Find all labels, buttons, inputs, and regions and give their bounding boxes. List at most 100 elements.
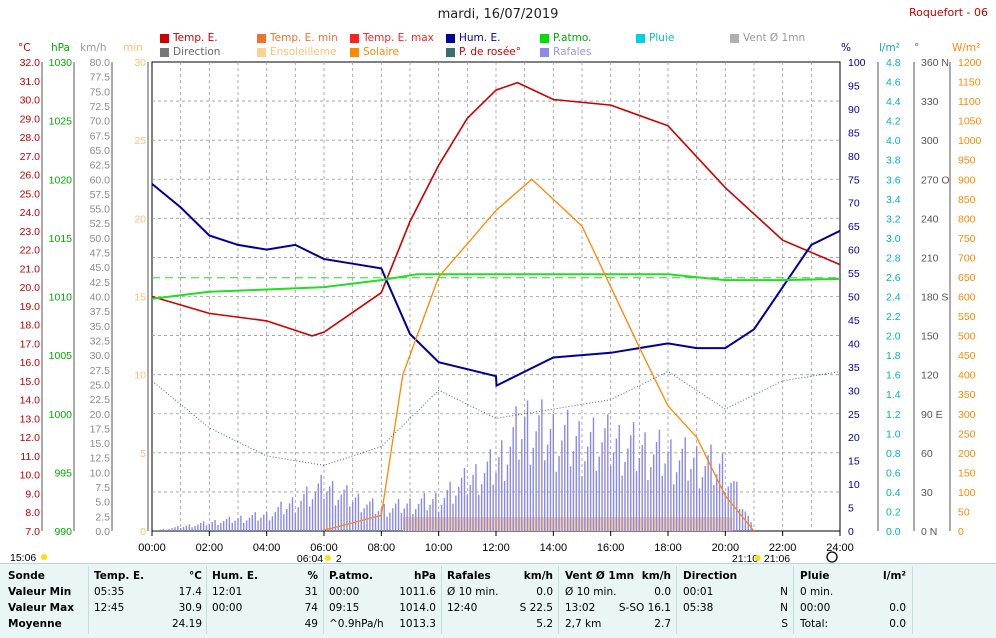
axis-tick-rain: 0.4 [886, 487, 901, 499]
axis-tick-hum: 85 [848, 127, 860, 139]
unit-press: hPa [51, 42, 70, 54]
axis-tick-hum: 55 [848, 268, 860, 280]
axis-tick-time: 02:00 [196, 542, 224, 554]
axis-tick-sun: 20 [134, 213, 146, 225]
axis-tick-wind: 27.5 [90, 365, 111, 377]
axis-tick-solar: 0 [958, 526, 964, 538]
axis-tick-wind: 50.0 [90, 233, 111, 245]
axis-tick-time: 06:00 [310, 542, 338, 554]
axis-tick-solar: 650 [958, 272, 976, 284]
legend-swatch [540, 33, 549, 43]
legend-patmo: P.atmo. [540, 32, 591, 44]
legend-swatch [257, 47, 266, 57]
axis-tick-solar: 800 [958, 213, 976, 225]
axis-tick-temp: 9.0 [25, 488, 40, 500]
sunrise-suffix: 2 [336, 553, 342, 563]
axis-tick-wind: 62.5 [90, 160, 111, 172]
axis-tick-temp: 8.0 [25, 507, 40, 519]
axis-tick-rain: 2.2 [886, 311, 901, 323]
axis-tick-sun: 25 [134, 135, 146, 147]
col-vent: Vent Ø 1mn km/h Ø 10 min. 0.0 13:02 S-SO 16… [565, 570, 671, 630]
series-solaire [323, 178, 755, 532]
axis-tick-dir: 300 [921, 135, 939, 147]
axis-tick-wind: 0.0 [95, 526, 110, 538]
divider [558, 566, 559, 634]
axis-tick-dir: 210 [921, 252, 939, 264]
axis-tick-temp: 22.0 [20, 245, 41, 257]
col-rafales: Rafales km/h Ø 10 min. 0.0 12:40 S 22.5 5.2 [447, 570, 553, 630]
axis-tick-rain: 0.2 [886, 506, 901, 518]
axis-tick-time: 08:00 [368, 542, 396, 554]
legend-swatch [160, 33, 169, 43]
axis-tick-rain: 4.2 [886, 116, 901, 128]
axis-tick-solar: 550 [958, 311, 976, 323]
axis-tick-rain: 1.8 [886, 350, 901, 362]
legend-temp-max: Temp. E. max [350, 32, 434, 44]
axis-tick-wind: 67.5 [90, 130, 111, 142]
axis-tick-rain: 0.6 [886, 467, 901, 479]
axis-tick-press: 1020 [49, 174, 73, 186]
axis-tick-temp: 25.0 [20, 188, 41, 200]
axis-tick-time: 22:00 [769, 542, 797, 554]
axis-tick-hum: 30 [848, 385, 860, 397]
col-temp: Temp. E. °C 05:35 17.4 12:45 30.9 24.19 [94, 570, 202, 630]
legend-temp-min: Temp. E. min [257, 32, 338, 44]
axis-tick-rain: 2.0 [886, 331, 901, 343]
axis-tick-wind: 10.0 [90, 467, 111, 479]
axis-tick-rain: 1.4 [886, 389, 901, 401]
divider [793, 566, 794, 634]
axis-tick-hum: 90 [848, 104, 860, 116]
axis-tick-solar: 200 [958, 448, 976, 460]
axis-tick-dir: 60 [921, 448, 933, 460]
axis-tick-solar: 1000 [958, 135, 982, 147]
axis-tick-dir: 240 [921, 213, 939, 225]
axis-tick-time: 18:00 [654, 542, 682, 554]
axis-tick-dir: 120 [921, 370, 939, 382]
axis-tick-rain: 1.6 [886, 370, 901, 382]
axis-tick-wind: 65.0 [90, 145, 111, 157]
axis-tick-solar: 900 [958, 174, 976, 186]
axis-tick-solar: 100 [958, 487, 976, 499]
col-sonde: Sonde Valeur Min Valeur Max Moyenne [8, 570, 74, 630]
axis-tick-hum: 5 [848, 503, 854, 515]
axis-tick-temp: 10.0 [20, 470, 41, 482]
axis-tick-dir: 90 E [921, 409, 943, 421]
unit-hum: % [841, 42, 851, 54]
axis-tick-hum: 10 [848, 479, 860, 491]
axis-tick-rain: 3.2 [886, 213, 901, 225]
axis-tick-temp: 16.0 [20, 357, 41, 369]
axis-tick-temp: 14.0 [20, 395, 41, 407]
axis-tick-wind: 72.5 [90, 101, 111, 113]
axis-tick-hum: 15 [848, 456, 860, 468]
axis-tick-temp: 29.0 [20, 113, 41, 125]
axis-tick-rain: 2.4 [886, 292, 901, 304]
axis-tick-wind: 37.5 [90, 306, 111, 318]
axis-tick-hum: 60 [848, 245, 860, 257]
axis-tick-time: 12:00 [482, 542, 510, 554]
axis-tick-solar: 450 [958, 350, 976, 362]
col-hum: Hum. E.% 12:01 31 00:00 74 49 [212, 570, 318, 630]
axis-tick-wind: 32.5 [90, 335, 111, 347]
axis-tick-temp: 7.0 [25, 526, 40, 538]
legend-swatch [350, 33, 359, 43]
axis-tick-hum: 80 [848, 151, 860, 163]
legend-swatch [636, 33, 645, 43]
axis-tick-sun: 10 [134, 370, 146, 382]
sunrise-label: 06:04 [297, 553, 323, 563]
axis-tick-temp: 11.0 [20, 451, 40, 463]
axis-tick-time: 24:00 [826, 542, 854, 554]
axis-tick-temp: 30.0 [20, 95, 41, 107]
axis-tick-rain: 0.8 [886, 448, 901, 460]
axis-tick-wind: 17.5 [90, 423, 111, 435]
axis-tick-solar: 600 [958, 292, 976, 304]
legend-swatch [540, 47, 549, 57]
axis-tick-wind: 5.0 [95, 497, 110, 509]
axis-tick-solar: 1200 [958, 57, 982, 69]
axis-tick-sun: 15 [134, 292, 146, 304]
axis-tick-solar: 500 [958, 331, 976, 343]
axis-tick-temp: 17.0 [20, 338, 41, 350]
axis-tick-rain: 2.8 [886, 252, 901, 264]
axis-tick-press: 1010 [49, 292, 73, 304]
axis-tick-wind: 47.5 [90, 248, 111, 260]
legend-rafales: Rafales [540, 46, 591, 58]
